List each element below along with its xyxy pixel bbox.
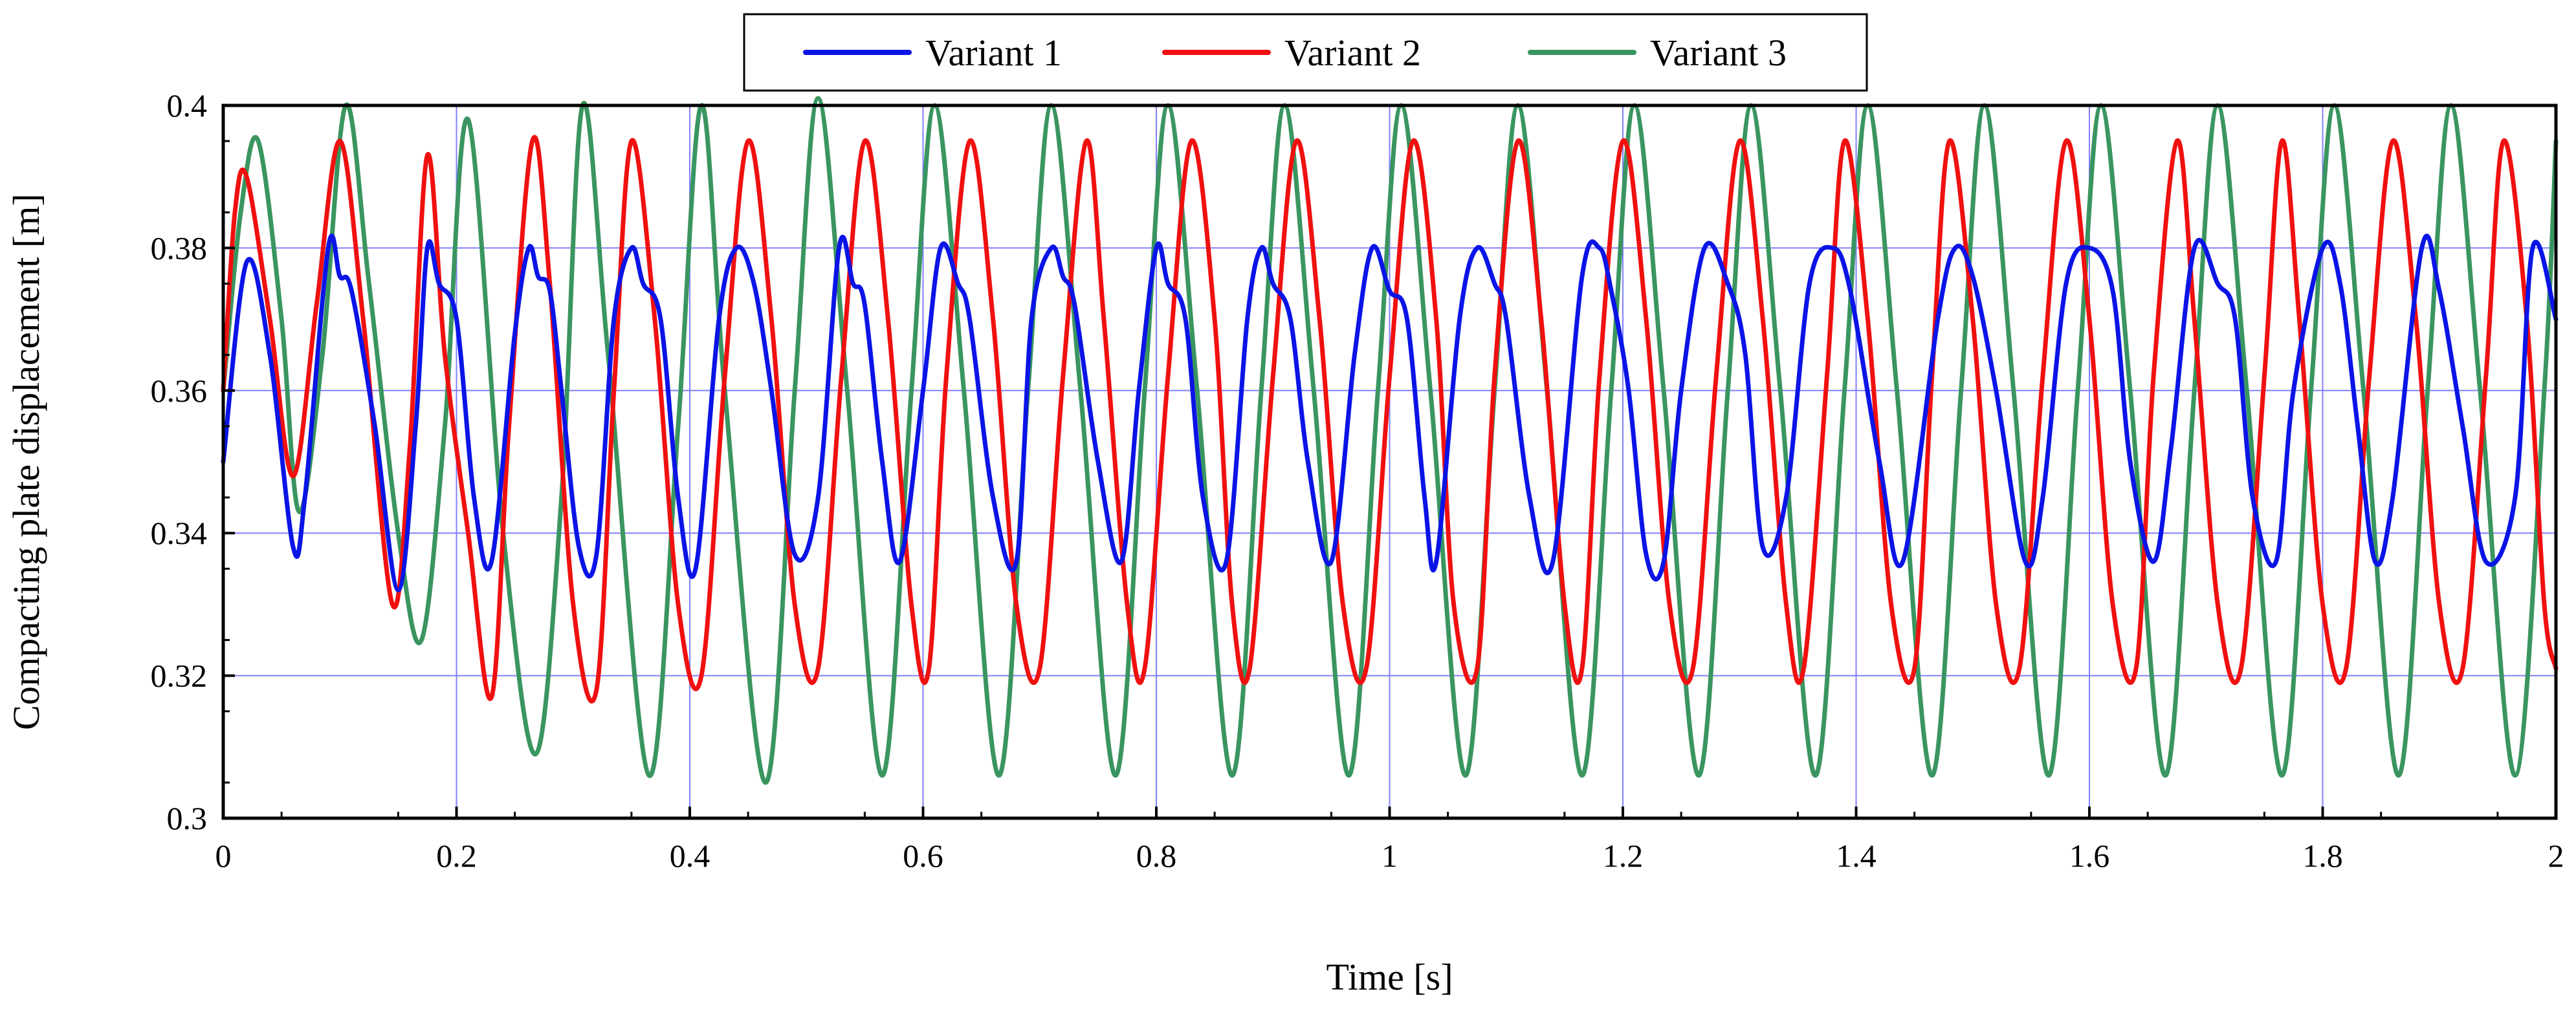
x-tick-label: 1.4 [1836, 838, 1877, 874]
x-axis-title: Time [s] [1326, 956, 1453, 998]
y-axis-title: Compacting plate displacement [m] [5, 193, 47, 730]
y-tick-label: 0.3 [167, 800, 208, 836]
y-tick-label: 0.32 [151, 658, 208, 694]
plot-series [221, 96, 2559, 785]
series-line-variant-1 [221, 233, 2559, 592]
y-tick-label: 0.4 [167, 87, 208, 124]
legend-label-2: Variant 2 [1284, 32, 1421, 74]
y-tick-label: 0.36 [151, 373, 208, 409]
y-tick-label: 0.34 [151, 515, 208, 551]
x-tick-label: 0.2 [436, 838, 477, 874]
x-tick-label: 1.6 [2069, 838, 2110, 874]
legend: Variant 1 Variant 2 Variant 3 [743, 13, 1868, 92]
x-tick-label: 0.4 [670, 838, 710, 874]
x-tick-label: 0.8 [1136, 838, 1177, 874]
x-tick-label: 1.2 [1603, 838, 1644, 874]
legend-box [743, 13, 1868, 92]
series-line-variant-3 [221, 96, 2559, 785]
x-tick-label: 2 [2548, 838, 2564, 874]
y-tick-label: 0.38 [151, 230, 208, 266]
x-tick-label: 0.6 [903, 838, 943, 874]
series-line-variant-2 [221, 135, 2559, 704]
x-tick-label: 0 [215, 838, 232, 874]
x-tick-label: 1.8 [2302, 838, 2343, 874]
x-tick-label: 1 [1382, 838, 1398, 874]
legend-label-3: Variant 3 [1650, 32, 1787, 74]
legend-label-1: Variant 1 [925, 32, 1062, 74]
axes: 0 0.2 0.4 0.6 0.8 1 1.2 1.4 1.6 1.8 2 0.3 0.32 0.34 0.… [151, 87, 2564, 874]
